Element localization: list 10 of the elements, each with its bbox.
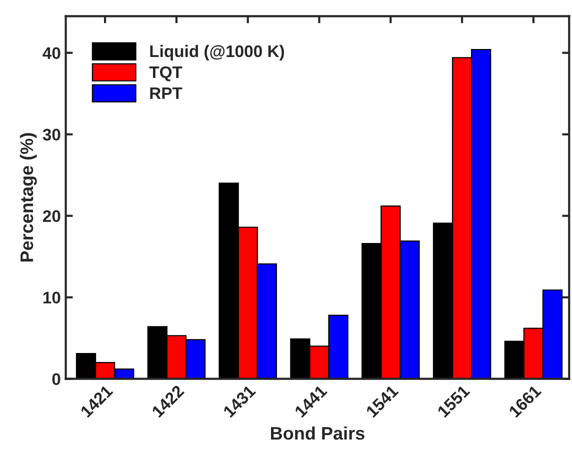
y-tick-label: 30 (42, 128, 60, 141)
legend-label: TQT (149, 66, 182, 82)
y-axis-title: Percentage (%) (20, 133, 37, 262)
x-axis-title: Bond Pairs (271, 426, 364, 440)
y-tick-label: 20 (42, 210, 60, 222)
y-tick-label: 40 (42, 47, 60, 60)
y-tick-label: 10 (43, 292, 60, 304)
legend-label: Liquid (@1000 K) (150, 44, 284, 60)
y-tick-label: 0 (52, 373, 60, 386)
legend-label: RPT (150, 87, 182, 99)
